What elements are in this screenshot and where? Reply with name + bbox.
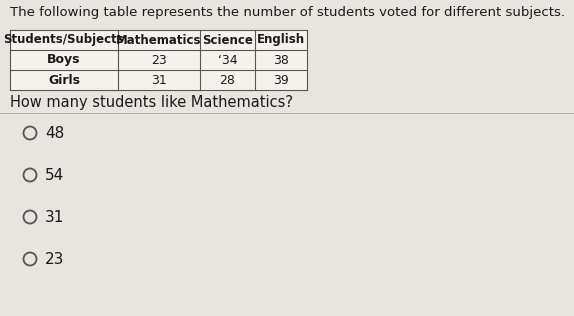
- Text: 28: 28: [220, 74, 235, 87]
- Text: Students/Subjects: Students/Subjects: [3, 33, 125, 46]
- Text: Mathematics: Mathematics: [117, 33, 201, 46]
- Text: 23: 23: [45, 252, 64, 266]
- Text: ‘34: ‘34: [218, 53, 237, 66]
- Text: 23: 23: [151, 53, 167, 66]
- Bar: [10, 30, 307, 90]
- Text: 31: 31: [45, 210, 64, 224]
- Text: Science: Science: [202, 33, 253, 46]
- Text: 38: 38: [273, 53, 289, 66]
- Text: How many students like Mathematics?: How many students like Mathematics?: [10, 95, 293, 110]
- Text: 31: 31: [151, 74, 167, 87]
- Text: 48: 48: [45, 125, 64, 141]
- Text: 39: 39: [273, 74, 289, 87]
- Text: English: English: [257, 33, 305, 46]
- Text: Boys: Boys: [47, 53, 81, 66]
- Text: The following table represents the number of students voted for different subjec: The following table represents the numbe…: [10, 6, 565, 19]
- Text: 54: 54: [45, 167, 64, 183]
- Text: Girls: Girls: [48, 74, 80, 87]
